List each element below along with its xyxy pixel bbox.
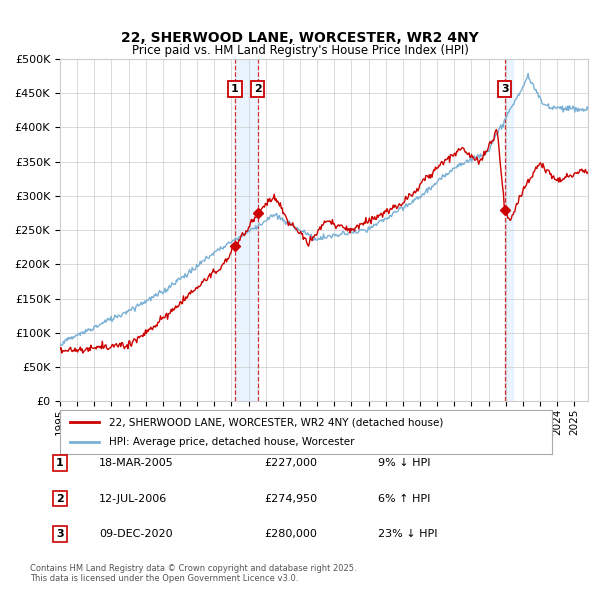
Text: 22, SHERWOOD LANE, WORCESTER, WR2 4NY: 22, SHERWOOD LANE, WORCESTER, WR2 4NY (121, 31, 479, 45)
Text: £280,000: £280,000 (264, 529, 317, 539)
Text: 1: 1 (231, 84, 239, 94)
Text: 2: 2 (254, 84, 262, 94)
Text: 09-DEC-2020: 09-DEC-2020 (99, 529, 173, 539)
Text: 1: 1 (56, 458, 64, 468)
Text: 18-MAR-2005: 18-MAR-2005 (99, 458, 174, 468)
Text: 3: 3 (501, 84, 508, 94)
Text: £274,950: £274,950 (264, 494, 317, 503)
Bar (505, 59, 513, 401)
Text: 2: 2 (56, 494, 64, 503)
Text: HPI: Average price, detached house, Worcester: HPI: Average price, detached house, Worc… (109, 437, 355, 447)
Bar (235, 59, 258, 401)
Text: £227,000: £227,000 (264, 458, 317, 468)
Text: 22, SHERWOOD LANE, WORCESTER, WR2 4NY (detached house): 22, SHERWOOD LANE, WORCESTER, WR2 4NY (d… (109, 418, 443, 427)
Text: 6% ↑ HPI: 6% ↑ HPI (378, 494, 430, 503)
Text: 23% ↓ HPI: 23% ↓ HPI (378, 529, 437, 539)
Text: Contains HM Land Registry data © Crown copyright and database right 2025.
This d: Contains HM Land Registry data © Crown c… (30, 563, 356, 583)
Text: 12-JUL-2006: 12-JUL-2006 (99, 494, 167, 503)
Text: Price paid vs. HM Land Registry's House Price Index (HPI): Price paid vs. HM Land Registry's House … (131, 44, 469, 57)
Text: 9% ↓ HPI: 9% ↓ HPI (378, 458, 431, 468)
Text: 3: 3 (56, 529, 64, 539)
